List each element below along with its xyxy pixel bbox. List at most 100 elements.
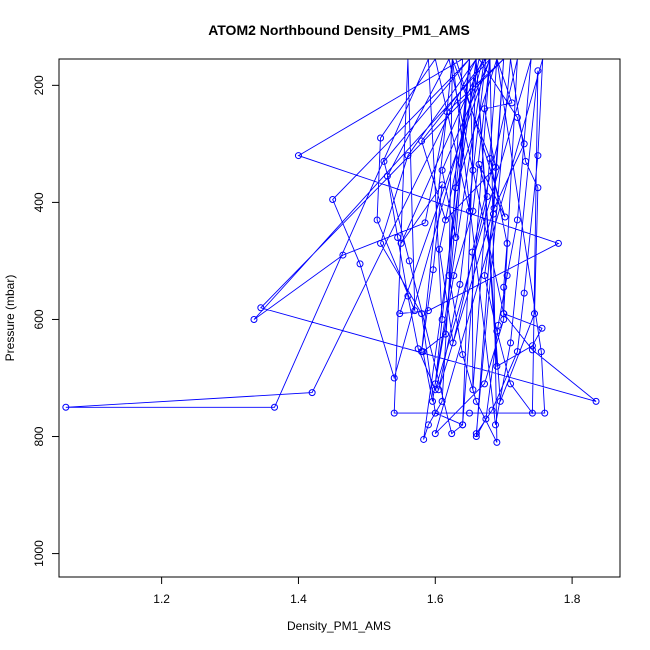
x-tick-label: 1.8 [564, 592, 581, 606]
y-tick-label: 800 [32, 426, 46, 446]
data-point [496, 397, 504, 405]
data-point [418, 310, 426, 318]
data-point [429, 266, 437, 274]
x-tick-label: 1.4 [290, 592, 307, 606]
data-point [530, 310, 538, 318]
data-point [294, 152, 302, 160]
data-point [62, 403, 70, 411]
data-point [442, 216, 450, 224]
data-point [541, 409, 549, 417]
data-point [528, 346, 536, 354]
data-point [481, 105, 489, 113]
data-point [520, 140, 528, 148]
data-point [383, 172, 391, 180]
data-point [491, 163, 499, 171]
data-point [513, 216, 521, 224]
data-point [491, 421, 499, 429]
data-point [271, 403, 279, 411]
data-point [396, 310, 404, 318]
data-point [472, 433, 480, 441]
data-point [508, 99, 516, 107]
data-point [475, 160, 483, 168]
data-point [465, 409, 473, 417]
data-point [438, 315, 446, 323]
data-point [394, 234, 402, 242]
plot-frame [58, 58, 621, 578]
data-point [500, 283, 508, 291]
data-point [435, 245, 443, 253]
data-point [377, 239, 385, 247]
data-point [472, 397, 480, 405]
data-point [435, 386, 443, 394]
data-point [308, 389, 316, 397]
data-point [459, 351, 467, 359]
data-point [520, 289, 528, 297]
data-point [356, 260, 364, 268]
data-point [501, 213, 509, 221]
data-point [421, 219, 429, 227]
data-point [538, 324, 546, 332]
data-point [438, 397, 446, 405]
data-point [503, 272, 511, 280]
data-point [493, 438, 501, 446]
data-point [404, 292, 412, 300]
data-point [418, 348, 426, 356]
data-point [418, 137, 426, 145]
data-point [534, 184, 542, 192]
y-axis-label: Pressure (mbar) [3, 275, 17, 362]
data-point [534, 67, 542, 75]
data-point [513, 114, 521, 122]
y-tick-label: 600 [32, 309, 46, 329]
data-point [469, 166, 477, 174]
data-point [469, 207, 477, 215]
data-point [339, 251, 347, 259]
data-point [257, 304, 265, 312]
y-tick-label: 400 [32, 192, 46, 212]
y-axis: 200 400 600 800 1000 [32, 75, 59, 567]
series-line [65, 59, 597, 443]
data-point [380, 157, 388, 165]
data-point [490, 204, 498, 212]
y-tick-label: 200 [32, 75, 46, 95]
data-point [450, 272, 458, 280]
data-point [513, 348, 521, 356]
data-point [443, 108, 451, 116]
data-point [420, 435, 428, 443]
data-point [390, 374, 398, 382]
data-point [438, 181, 446, 189]
data-point [445, 272, 453, 280]
data-point [329, 195, 337, 203]
data-point [431, 409, 439, 417]
data-point [537, 348, 545, 356]
data-point [507, 339, 515, 347]
x-tick-label: 1.2 [153, 592, 170, 606]
data-point [592, 397, 600, 405]
data-point [431, 386, 439, 394]
data-point [449, 339, 457, 347]
data-point [488, 406, 496, 414]
data-point [494, 321, 502, 329]
data-point [448, 430, 456, 438]
series-layer [62, 59, 600, 446]
data-point [390, 409, 398, 417]
data-point [481, 380, 489, 388]
data-point [429, 397, 437, 405]
x-tick-label: 1.6 [427, 592, 444, 606]
data-point [438, 166, 446, 174]
x-axis-label: Density_PM1_AMS [287, 619, 391, 633]
data-point [456, 280, 464, 288]
data-point [465, 207, 473, 215]
chart-title: ATOM2 Northbound Density_PM1_AMS [208, 22, 470, 38]
data-point [397, 239, 405, 247]
data-point [250, 315, 258, 323]
data-point [404, 152, 412, 160]
data-point [459, 421, 467, 429]
data-point [500, 310, 508, 318]
data-point [482, 415, 490, 423]
data-point [424, 307, 432, 315]
data-point [424, 421, 432, 429]
data-point [528, 409, 536, 417]
data-point [452, 184, 460, 192]
x-axis: 1.2 1.4 1.6 1.8 [153, 577, 581, 606]
